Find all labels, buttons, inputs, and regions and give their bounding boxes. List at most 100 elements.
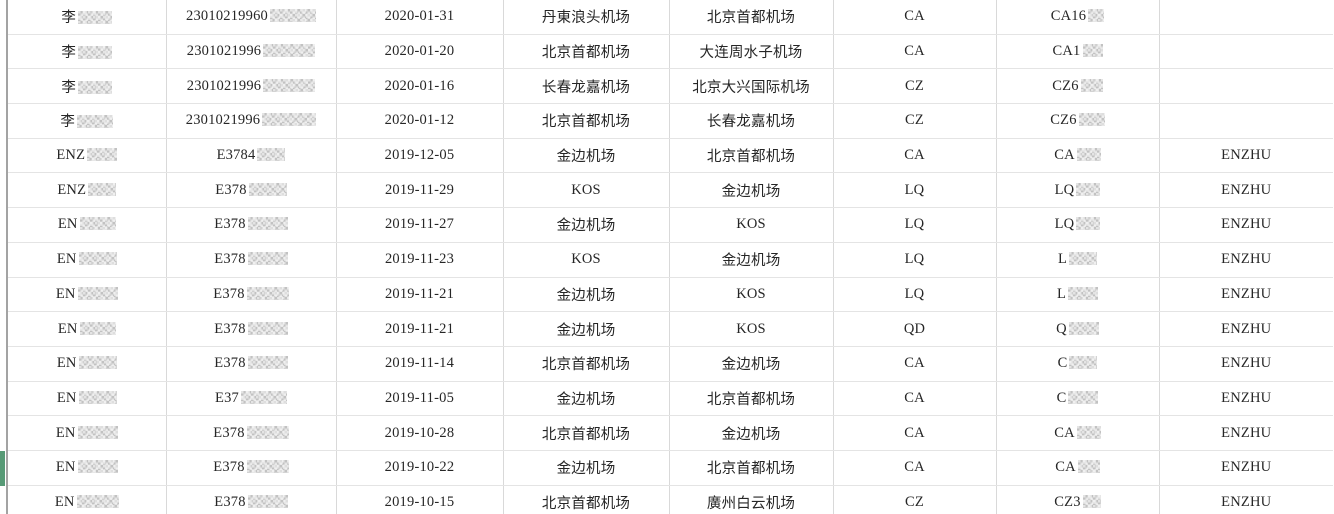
passenger-pinyin-text: ENZHU xyxy=(1221,424,1272,441)
cell-document-id: E378 xyxy=(166,485,337,514)
document-id-text: E378 xyxy=(215,181,247,198)
passenger-name-text: EN xyxy=(54,493,75,510)
cell-departure-airport: 北京首都机场 xyxy=(503,415,670,451)
cell-passenger-name: EN xyxy=(7,346,167,382)
passenger-pinyin-text: ENZHU xyxy=(1221,181,1272,198)
redaction-mosaic xyxy=(77,286,118,300)
cell-flight-date: 2019-10-22 xyxy=(336,450,504,486)
cell-arrival-airport: KOS xyxy=(669,311,834,347)
table-row[interactable]: EN E378 2019-11-23 KOS 金边机场 LQ L ENZHU xyxy=(7,242,1333,278)
passenger-name-text: ENZ xyxy=(57,181,87,198)
table-row[interactable]: EN E378 2019-10-15 北京首都机场 廣州白云机场 CZ CZ3 … xyxy=(7,485,1333,514)
flight-number-text: L xyxy=(1057,251,1068,268)
passenger-name-text: ENZ xyxy=(56,147,86,164)
table-row[interactable]: EN E378 2019-11-27 金边机场 KOS LQ LQ ENZHU xyxy=(7,207,1333,243)
cell-airline-code: LQ xyxy=(833,172,997,209)
airline-code-text: CA xyxy=(904,355,925,372)
document-id-text: E378 xyxy=(213,424,245,441)
cell-flight-date: 2019-11-23 xyxy=(336,242,504,278)
redaction-mosaic xyxy=(1078,113,1105,127)
cell-arrival-airport: 金边机场 xyxy=(669,172,834,209)
passenger-name-text: 李 xyxy=(61,79,77,96)
cell-departure-airport: 金边机场 xyxy=(503,311,670,347)
cell-passenger-pinyin: ENZHU xyxy=(1159,242,1333,278)
cell-departure-airport: KOS xyxy=(503,172,670,209)
cell-departure-airport: 金边机场 xyxy=(503,277,670,313)
cell-airline-code: LQ xyxy=(833,277,997,313)
cell-flight-number: L xyxy=(996,277,1160,313)
arrival-airport-text: 北京首都机场 xyxy=(706,149,796,166)
redaction-mosaic xyxy=(246,460,289,474)
cell-document-id: E378 xyxy=(166,242,337,278)
cell-arrival-airport: KOS xyxy=(669,277,834,313)
cell-airline-code: CA xyxy=(833,34,997,70)
cell-document-id: E378 xyxy=(166,277,337,313)
redaction-mosaic xyxy=(77,460,118,474)
cell-arrival-airport: 金边机场 xyxy=(669,415,834,451)
flight-date-text: 2019-10-15 xyxy=(384,493,455,510)
flight-number-text: CA xyxy=(1054,147,1075,164)
passenger-name-text: EN xyxy=(55,285,76,302)
cell-flight-number: CA xyxy=(996,450,1160,486)
table-row[interactable]: 李 2301021996 2020-01-20 北京首都机场 大连周水子机场 C… xyxy=(7,34,1333,70)
document-id-text: E378 xyxy=(214,493,246,510)
departure-airport-text: 丹東浪头机场 xyxy=(541,10,631,27)
cell-passenger-name: EN xyxy=(7,311,167,347)
cell-airline-code: CZ xyxy=(833,68,997,105)
arrival-airport-text: KOS xyxy=(736,216,766,233)
table-row[interactable]: EN E37 2019-11-05 金边机场 北京首都机场 CA C ENZHU xyxy=(7,381,1333,417)
cell-arrival-airport: 金边机场 xyxy=(669,346,834,382)
cell-departure-airport: 金边机场 xyxy=(503,138,670,174)
table-row[interactable]: 李 2301021996 2020-01-16 长春龙嘉机场 北京大兴国际机场 … xyxy=(7,68,1333,105)
cell-document-id: 2301021996 xyxy=(166,68,337,105)
table-row[interactable]: EN E378 2019-11-21 金边机场 KOS QD Q ENZHU xyxy=(7,311,1333,347)
cell-passenger-name: 李 xyxy=(7,0,167,35)
redaction-mosaic xyxy=(78,390,117,404)
arrival-airport-text: KOS xyxy=(736,320,766,337)
airline-code-text: CZ xyxy=(905,77,924,94)
cell-flight-date: 2020-01-31 xyxy=(336,0,504,35)
cell-airline-code: CA xyxy=(833,450,997,486)
cell-airline-code: CZ xyxy=(833,103,997,139)
cell-passenger-name: ENZ xyxy=(7,138,167,174)
cell-arrival-airport: KOS xyxy=(669,207,834,243)
flight-date-text: 2019-10-28 xyxy=(384,424,455,441)
table-row[interactable]: ENZ E378 2019-11-29 KOS 金边机场 LQ LQ ENZHU xyxy=(7,172,1333,209)
table-row[interactable]: EN E378 2019-10-22 金边机场 北京首都机场 CA CA ENZ… xyxy=(0,450,1333,486)
redaction-mosaic xyxy=(246,425,289,439)
flight-number-text: CZ6 xyxy=(1052,77,1079,94)
table-row[interactable]: EN E378 2019-11-14 北京首都机场 金边机场 CA C ENZH… xyxy=(7,346,1333,382)
cell-arrival-airport: 北京首都机场 xyxy=(669,0,834,35)
cell-airline-code: LQ xyxy=(833,242,997,278)
arrival-airport-text: KOS xyxy=(736,285,766,302)
flight-number-text: CZ3 xyxy=(1054,493,1081,510)
redaction-mosaic xyxy=(1076,217,1101,231)
flight-date-text: 2019-11-05 xyxy=(384,389,455,406)
table-row[interactable]: EN E378 2019-10-28 北京首都机场 金边机场 CA CA ENZ… xyxy=(7,415,1333,451)
redaction-mosaic xyxy=(87,148,118,162)
redaction-mosaic xyxy=(263,44,316,58)
departure-airport-text: 北京首都机场 xyxy=(541,357,631,374)
cell-flight-date: 2020-01-16 xyxy=(336,68,504,105)
cell-flight-date: 2019-10-15 xyxy=(336,485,504,514)
flight-number-text: LQ xyxy=(1054,216,1075,233)
table-row[interactable]: 李 23010219960 2020-01-31 丹東浪头机场 北京首都机场 C… xyxy=(7,0,1333,35)
cell-passenger-pinyin: ENZHU xyxy=(1159,311,1333,347)
redaction-mosaic xyxy=(1069,252,1098,266)
redaction-mosaic xyxy=(246,286,289,300)
table-row[interactable]: 李 2301021996 2020-01-12 北京首都机场 长春龙嘉机场 CZ… xyxy=(7,103,1333,139)
flight-number-text: LQ xyxy=(1054,181,1075,198)
cell-arrival-airport: 北京大兴国际机场 xyxy=(669,68,834,105)
passenger-pinyin-text: ENZHU xyxy=(1221,355,1272,372)
flight-number-text: CZ6 xyxy=(1050,112,1077,129)
cell-departure-airport: 北京首都机场 xyxy=(503,346,670,382)
cell-document-id: E378 xyxy=(166,415,337,451)
cell-departure-airport: 金边机场 xyxy=(503,450,670,486)
passenger-pinyin-text: ENZHU xyxy=(1221,147,1272,164)
table-row[interactable]: EN E378 2019-11-21 金边机场 KOS LQ L ENZHU xyxy=(7,277,1333,313)
table-row[interactable]: ENZ E3784 2019-12-05 金边机场 北京首都机场 CA CA E… xyxy=(7,138,1333,174)
departure-airport-text: 北京首都机场 xyxy=(541,426,631,443)
document-id-text: E378 xyxy=(213,285,245,302)
flight-date-text: 2020-01-20 xyxy=(384,43,455,60)
